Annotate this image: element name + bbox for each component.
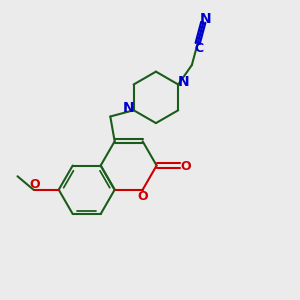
Text: N: N	[122, 101, 134, 115]
Text: N: N	[178, 75, 189, 89]
Text: O: O	[29, 178, 40, 191]
Text: C: C	[195, 42, 204, 55]
Text: N: N	[200, 12, 212, 26]
Text: O: O	[137, 190, 148, 203]
Text: O: O	[180, 160, 191, 173]
